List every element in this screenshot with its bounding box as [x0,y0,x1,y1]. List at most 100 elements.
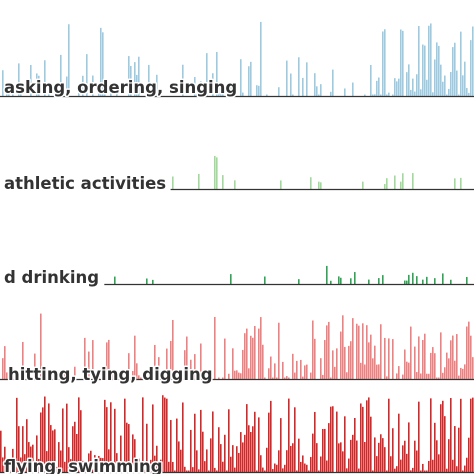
bar [212,411,214,472]
bar [338,443,340,472]
bar [326,325,328,379]
bar [454,426,456,472]
bar [260,455,262,472]
bar [184,466,186,472]
bar [422,44,424,96]
bar [382,438,384,472]
bar [408,64,410,96]
bar [440,404,442,472]
bar [296,360,298,379]
bar [288,398,290,472]
bar [376,80,378,96]
bar [30,376,32,379]
bar [104,85,106,96]
bar [230,85,232,96]
bar [222,461,224,472]
bar [278,87,280,96]
bar [314,411,316,472]
bar [60,54,62,96]
bar [346,372,348,379]
bar [258,85,260,96]
bar [358,468,360,472]
bar [434,59,436,96]
bar [60,450,62,472]
bar [156,445,158,472]
bar [376,456,378,472]
bar [112,371,114,379]
bar [146,278,148,284]
bar [466,88,468,96]
bar [90,450,92,472]
bar [36,435,38,472]
bar [66,403,68,472]
bar [56,376,58,379]
bar [398,413,400,472]
bar [190,429,192,472]
bar [428,460,430,472]
bar [140,470,142,472]
bar [264,470,266,472]
bar [246,404,248,472]
bar [320,456,322,472]
bar [426,373,428,379]
bar [384,447,386,472]
bar [388,338,390,379]
bar [374,94,376,96]
bar [106,342,108,379]
bar [128,56,130,96]
bar [34,353,36,379]
bar [64,370,66,379]
bar [296,470,298,472]
histogram-row-1: asking, ordering, singing [0,21,474,99]
bar [18,426,20,472]
bar [362,181,364,189]
bar [250,335,252,379]
bar [0,430,2,472]
bar [468,437,470,472]
bar [366,400,368,472]
bar [12,448,14,472]
bar [416,276,418,284]
bar [134,335,136,379]
bar [378,364,380,379]
bar [142,397,144,472]
bar [126,422,128,472]
bar [184,350,186,379]
bar [368,279,370,284]
bar [374,437,376,472]
bar [42,407,44,472]
bar [20,457,22,472]
bar [20,94,22,96]
bar [30,64,32,96]
bar [462,470,464,472]
bar [350,341,352,379]
bar [454,42,456,96]
bar [340,331,342,379]
bar [108,449,110,472]
bar [426,470,428,472]
bar [320,84,322,96]
bar [380,434,382,472]
bar [338,276,340,284]
bar [454,178,456,189]
bar [268,368,270,379]
bar [182,64,184,96]
bar [302,376,304,379]
bar [48,403,50,472]
bar [10,470,12,472]
bar [228,373,230,379]
bar [464,465,466,472]
bar [222,377,224,379]
bar [248,425,250,472]
bar [412,467,414,472]
bar [82,75,84,96]
bar [144,377,146,379]
bar [444,367,446,379]
bar [394,78,396,96]
bar [276,464,278,472]
bar [148,64,150,96]
bar [122,469,124,472]
bar [80,410,82,472]
